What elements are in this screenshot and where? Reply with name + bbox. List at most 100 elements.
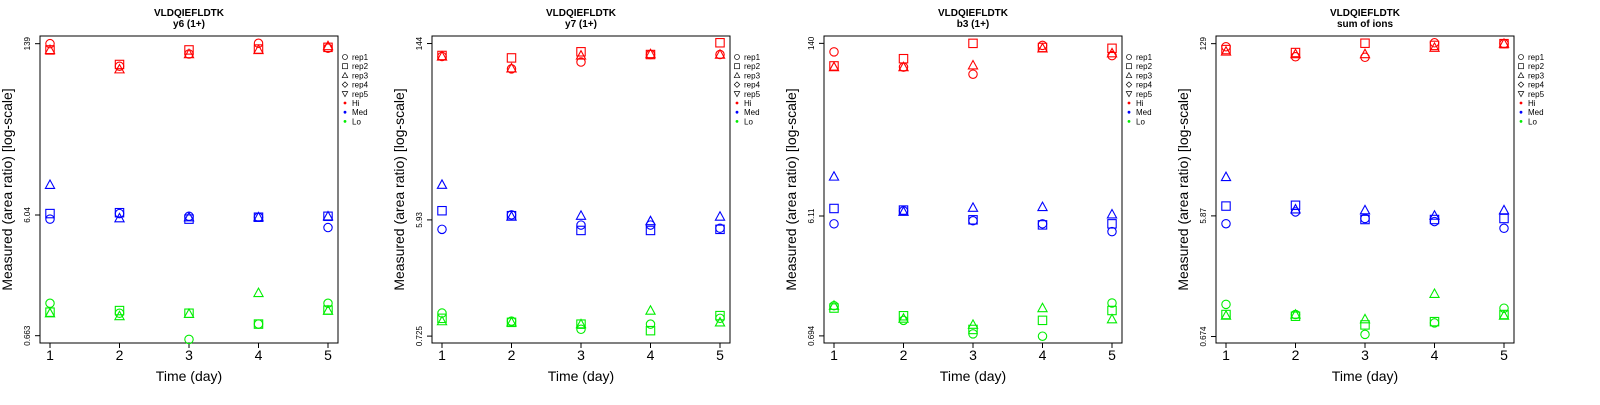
- legend-label: Lo: [1136, 117, 1145, 126]
- data-point: [1221, 299, 1231, 310]
- legend-label: rep2: [1136, 62, 1153, 71]
- data-point: [1107, 219, 1117, 229]
- data-point: [1429, 216, 1440, 227]
- data-point: [1107, 43, 1117, 54]
- legend-label: rep2: [352, 62, 369, 71]
- chart-title: VLDQIEFLDTK: [938, 8, 1009, 19]
- data-point: [323, 222, 333, 233]
- data-point: [576, 324, 586, 335]
- legend-dot: [343, 120, 347, 123]
- data-point: [1360, 214, 1370, 225]
- data-point: [714, 48, 726, 59]
- y-tick-label: 139: [23, 36, 32, 50]
- y-tick-label: 5.93: [415, 212, 424, 228]
- data-point: [1360, 38, 1370, 48]
- legend-symbol: [733, 91, 741, 98]
- data-point: [113, 310, 126, 321]
- legend-label: rep1: [1528, 53, 1545, 62]
- legend-label: rep1: [744, 53, 761, 62]
- data-point: [897, 61, 910, 72]
- data-point: [715, 38, 725, 48]
- data-point: [644, 215, 657, 226]
- legend-symbol: [1517, 81, 1525, 88]
- data-point: [644, 304, 657, 315]
- data-point: [436, 315, 448, 326]
- data-point: [967, 201, 979, 212]
- data-point: [967, 59, 979, 70]
- legend-symbol: [1518, 63, 1524, 70]
- data-point: [644, 48, 657, 59]
- x-tick-label: 5: [324, 347, 332, 363]
- data-point: [1290, 200, 1301, 211]
- data-point: [645, 325, 656, 336]
- data-point: [184, 45, 194, 55]
- data-point: [1221, 201, 1231, 211]
- legend-symbol: [1125, 91, 1133, 98]
- legend-label: Hi: [744, 99, 752, 108]
- legend-symbol: [1126, 54, 1132, 60]
- data-point: [1428, 209, 1441, 220]
- legend-dot: [1519, 101, 1523, 105]
- x-tick-label: 2: [508, 347, 516, 363]
- data-point: [1428, 41, 1441, 52]
- data-point: [645, 319, 656, 329]
- data-point: [576, 220, 586, 230]
- data-point: [1220, 45, 1232, 56]
- legend-symbol: [342, 54, 348, 60]
- data-point: [505, 316, 518, 327]
- legend-label: rep5: [1528, 90, 1545, 99]
- data-point: [44, 178, 56, 189]
- data-point: [1036, 200, 1049, 212]
- legend-label: rep5: [352, 90, 369, 99]
- legend-symbol: [1126, 63, 1132, 70]
- y-tick-label: 0.725: [415, 326, 424, 347]
- data-point: [576, 225, 586, 236]
- x-tick-label: 3: [1361, 347, 1369, 363]
- y-tick-label: 0.663: [23, 325, 32, 346]
- chart-title: VLDQIEFLDTK: [1330, 8, 1401, 19]
- data-point: [828, 61, 840, 72]
- data-point: [714, 210, 726, 221]
- data-point: [645, 225, 656, 236]
- legend-symbol: [1125, 71, 1133, 78]
- data-point: [323, 298, 333, 309]
- data-point: [183, 307, 195, 318]
- legend-dot: [1127, 120, 1131, 123]
- x-tick-label: 5: [1108, 347, 1116, 363]
- data-point: [184, 334, 194, 345]
- data-point: [1037, 331, 1048, 341]
- y-tick-label: 5.87: [1199, 208, 1208, 224]
- data-point: [1359, 204, 1371, 215]
- legend-symbol: [341, 91, 349, 98]
- legend-label: Med: [744, 108, 760, 117]
- legend-label: rep3: [352, 71, 369, 80]
- data-point: [1106, 313, 1118, 324]
- legend-dot: [1127, 101, 1131, 105]
- legend-label: rep3: [1136, 71, 1153, 80]
- data-point: [1499, 223, 1509, 234]
- x-axis-label: Time (day): [1332, 368, 1398, 384]
- x-tick-label: 1: [438, 347, 446, 363]
- data-point: [253, 319, 264, 329]
- data-point: [968, 215, 978, 225]
- plot-frame: [823, 35, 1123, 344]
- data-point: [576, 57, 586, 67]
- data-point: [252, 211, 265, 222]
- data-point: [1498, 37, 1510, 48]
- x-tick-label: 2: [900, 347, 908, 363]
- legend-symbol: [1517, 91, 1525, 98]
- data-point: [45, 214, 55, 224]
- data-point: [1289, 308, 1302, 319]
- legend-label: rep4: [1136, 81, 1153, 90]
- data-point: [828, 170, 840, 181]
- data-point: [1221, 218, 1231, 229]
- legend-label: Med: [352, 108, 368, 117]
- data-point: [252, 287, 265, 298]
- x-tick-label: 2: [116, 347, 124, 363]
- data-point: [1498, 309, 1510, 320]
- legend-label: Hi: [1136, 99, 1144, 108]
- x-axis-label: Time (day): [940, 368, 1006, 384]
- x-tick-label: 5: [716, 347, 724, 363]
